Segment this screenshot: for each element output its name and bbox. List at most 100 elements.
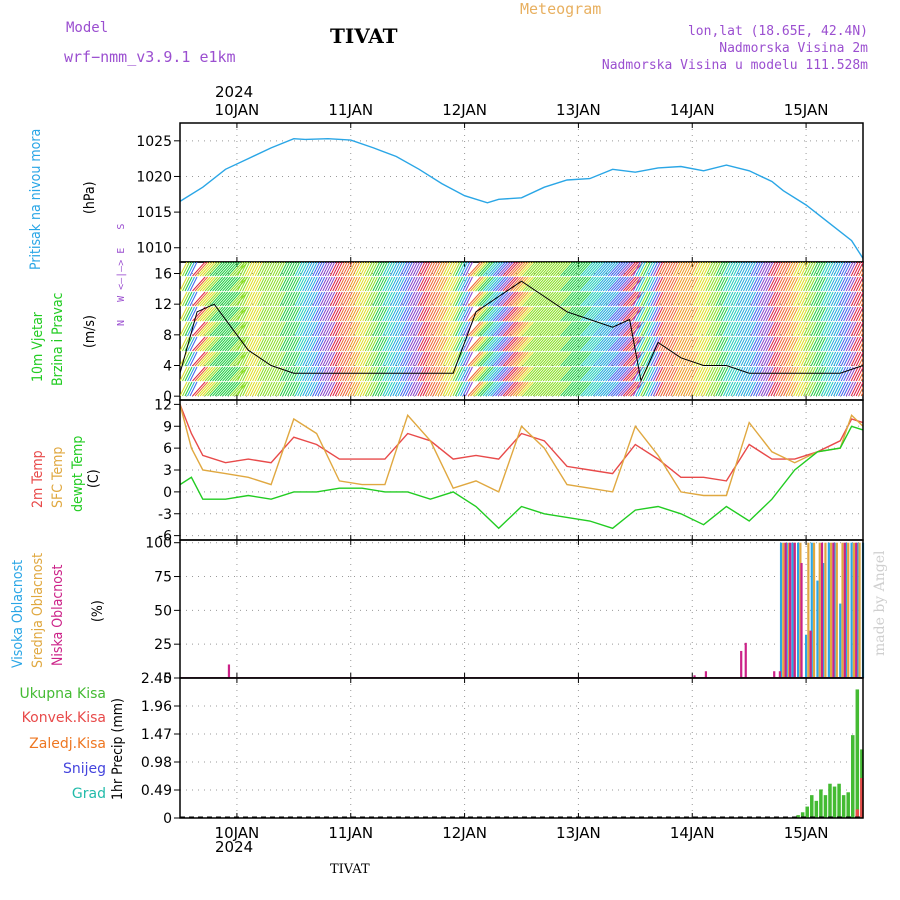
wind-barb: [384, 381, 393, 397]
wind-barb: [725, 381, 734, 397]
wind-barb: [399, 336, 408, 352]
wind-barb: [337, 291, 346, 307]
wind-barb: [492, 366, 507, 382]
wind-barb: [687, 262, 696, 277]
wind-barb: [477, 366, 491, 382]
wind-barb: [845, 291, 854, 307]
wind-barb: [625, 381, 639, 397]
wind-barb: [815, 366, 824, 382]
y-tick-label: 25: [154, 637, 172, 653]
wind-barb: [445, 306, 453, 322]
bar: [773, 671, 776, 678]
wind-barb: [560, 276, 574, 292]
wind-barb: [242, 351, 251, 367]
wind-barb: [843, 321, 852, 337]
wind-barb: [547, 306, 562, 322]
wind-barb: [755, 276, 764, 292]
wind-barb: [392, 276, 401, 292]
wind-barb: [302, 262, 311, 277]
wind-barb: [675, 366, 684, 382]
wind-barb: [397, 306, 406, 322]
wind-barb: [309, 276, 318, 292]
wind-barb: [778, 381, 786, 397]
wind-barb: [547, 276, 562, 292]
wind-barb: [532, 276, 547, 292]
wind-barb: [557, 306, 572, 322]
wind-barb: [460, 351, 468, 367]
wind-barb: [224, 336, 239, 352]
wind-barb: [282, 276, 291, 292]
wind-barb: [507, 306, 522, 322]
wind-barb: [197, 351, 211, 367]
wind-barb: [725, 291, 734, 307]
wind-barb: [510, 381, 524, 397]
wind-barb: [800, 381, 809, 397]
wind-barb: [187, 336, 195, 352]
wind-barb: [299, 336, 308, 352]
wind-barb: [445, 291, 453, 307]
wind-barb: [297, 276, 306, 292]
wind-barb: [467, 321, 481, 337]
wind-barb: [710, 276, 719, 292]
wind-barb: [224, 381, 239, 397]
wind-barb: [763, 381, 771, 397]
wind-barb: [735, 291, 744, 307]
wind-barb: [312, 321, 321, 337]
wind-barb: [500, 291, 514, 307]
wind-barb: [259, 306, 268, 322]
wind-barb: [770, 381, 779, 397]
wind-barb: [450, 306, 458, 322]
wind-barb: [820, 336, 829, 352]
wind-barb: [680, 291, 689, 307]
wind-barb: [342, 306, 351, 322]
wind-barb: [547, 381, 562, 397]
wind-barb: [848, 366, 857, 382]
wind-barb: [292, 321, 301, 337]
wind-barb: [304, 366, 313, 382]
wind-barb: [582, 262, 597, 277]
wind-barb: [287, 276, 296, 292]
wind-barb: [735, 306, 744, 322]
wind-barb: [635, 306, 644, 322]
wind-barb: [753, 291, 761, 307]
wind-barb: [207, 291, 221, 307]
wind-barb: [682, 381, 691, 397]
y-tick-label: 1.96: [141, 699, 172, 715]
wind-barb: [322, 321, 331, 337]
wind-barb: [219, 291, 234, 307]
wind-barb: [722, 381, 731, 397]
wind-barb: [650, 306, 659, 322]
wind-barb: [359, 291, 368, 307]
wind-barb: [440, 262, 448, 277]
wind-barb: [798, 306, 807, 322]
wind-barb: [462, 321, 471, 337]
wind-barb: [367, 262, 376, 277]
wind-barb: [219, 336, 234, 352]
wind-barb: [339, 276, 348, 292]
wind-barb: [785, 262, 794, 277]
wind-barb: [302, 276, 311, 292]
wind-barb: [710, 306, 719, 322]
wind-barb: [344, 321, 353, 337]
wind-barb: [650, 262, 659, 277]
wind-barb: [667, 351, 676, 367]
wind-barb: [848, 291, 857, 307]
wind-barb: [495, 381, 509, 397]
wind-barb: [227, 262, 241, 277]
wind-barb: [625, 306, 639, 322]
wind-barb: [495, 321, 509, 337]
wind-barb: [758, 381, 766, 397]
wind-barb: [637, 306, 646, 322]
wind-barb: [652, 276, 661, 292]
wind-barb: [600, 291, 614, 307]
wind-barb: [394, 276, 403, 292]
wind-barb: [242, 262, 251, 277]
wind-barb: [637, 381, 646, 397]
wind-barb: [347, 366, 356, 382]
wind-barb: [212, 351, 226, 367]
wind-barb: [567, 381, 582, 397]
wind-barb: [342, 291, 351, 307]
wind-barb: [773, 366, 781, 382]
wind-barb: [367, 321, 376, 337]
wind-barb: [472, 291, 486, 307]
